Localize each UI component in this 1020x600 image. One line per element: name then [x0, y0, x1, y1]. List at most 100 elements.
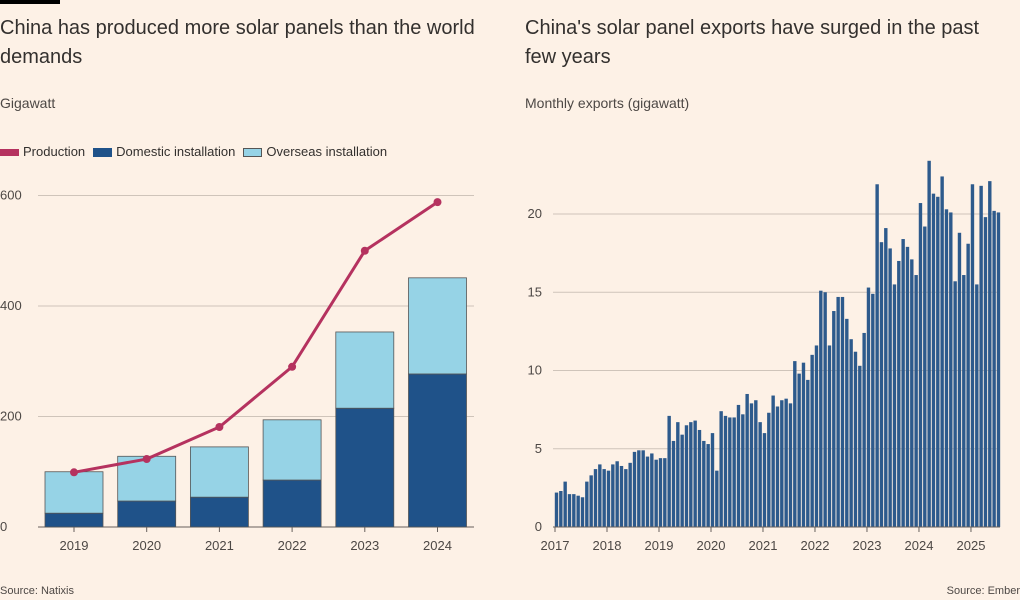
x-tick-label: 2020 [697, 538, 726, 553]
export-bar [901, 239, 905, 528]
export-bar [775, 406, 780, 527]
export-bar [897, 260, 901, 527]
export-bar [905, 246, 910, 528]
x-tick-label: 2020 [132, 538, 161, 553]
export-bar [888, 248, 892, 527]
export-bar [676, 422, 680, 527]
bar-overseas [189, 446, 249, 498]
y-tick-label: 0 [535, 519, 542, 534]
export-bar [949, 212, 953, 527]
export-bar [554, 492, 559, 527]
export-bar [632, 451, 637, 527]
export-bar [611, 464, 615, 527]
export-bar [624, 469, 628, 527]
export-bar [689, 422, 693, 527]
export-bar [637, 450, 641, 527]
export-bar [871, 293, 875, 527]
left-chart-unit: Gigawatt [0, 95, 56, 111]
brand-bar [0, 0, 60, 4]
export-bar [875, 184, 879, 527]
export-bar [754, 400, 758, 527]
export-bar [827, 345, 832, 527]
export-bar [719, 411, 723, 527]
bar-domestic [44, 512, 104, 528]
export-bar [862, 332, 866, 527]
export-bar [784, 398, 788, 527]
export-bar [572, 494, 576, 527]
export-bar [723, 415, 728, 527]
export-bar [741, 414, 745, 527]
left-source: Source: Natixis [0, 585, 74, 597]
export-bar [966, 243, 970, 528]
y-tick-label: 0 [0, 519, 7, 534]
production-line [73, 200, 439, 474]
export-bar [702, 440, 706, 527]
x-tick-label: 2024 [905, 538, 934, 553]
export-bar [654, 459, 658, 527]
export-bar [684, 425, 689, 527]
export-bar [585, 481, 589, 527]
export-bar [927, 160, 931, 528]
export-bar [559, 491, 563, 527]
export-bar [936, 196, 940, 527]
right-chart-unit: Monthly exports (gigawatt) [525, 95, 690, 111]
bar-overseas [335, 331, 395, 409]
export-bar [589, 475, 593, 527]
export-bar [858, 365, 862, 527]
legend-production: Production [0, 144, 85, 159]
export-bar [996, 212, 1001, 527]
bar-overseas [44, 471, 104, 514]
export-bar [680, 434, 684, 527]
export-bar [836, 296, 840, 527]
x-tick-label: 2023 [350, 538, 379, 553]
export-bar [819, 290, 823, 527]
y-tick-label: 5 [535, 441, 542, 456]
export-bar [910, 259, 914, 527]
production-point [142, 455, 151, 464]
export-bar [667, 415, 671, 527]
export-bar [853, 351, 858, 527]
production-point [288, 362, 297, 371]
export-bar [988, 181, 992, 527]
export-bar [840, 296, 845, 527]
export-bar [923, 226, 927, 527]
production-point [433, 198, 442, 207]
export-bar [697, 429, 702, 527]
export-bar [732, 417, 736, 527]
export-bar [645, 456, 650, 527]
export-bar [957, 232, 962, 527]
export-bar [671, 440, 676, 527]
export-bar [849, 339, 853, 527]
export-bar [576, 495, 580, 527]
export-bar [736, 404, 741, 527]
legend: Production Domestic installation Oversea… [0, 144, 387, 159]
export-bar [975, 284, 979, 527]
export-bar [793, 361, 797, 527]
production-point [70, 468, 78, 477]
x-tick-label: 2019 [60, 538, 89, 553]
export-bar [979, 185, 983, 527]
export-bar [728, 417, 732, 527]
export-bar [745, 393, 749, 527]
export-bar [758, 422, 762, 527]
export-bar [602, 469, 606, 527]
export-bar [706, 444, 710, 527]
legend-overseas: Overseas installation [243, 144, 387, 159]
export-bar [814, 345, 819, 527]
export-bar [931, 193, 936, 527]
export-bar [788, 403, 793, 527]
export-bar [606, 470, 611, 527]
legend-label: Overseas installation [266, 144, 388, 159]
right-source: Source: Ember [946, 585, 1020, 597]
x-tick-label: 2021 [205, 538, 234, 553]
x-tick-label: 2023 [853, 538, 882, 553]
export-bar [762, 433, 767, 527]
export-bar [693, 420, 697, 527]
export-bar [801, 362, 806, 527]
bar-domestic [117, 500, 177, 528]
export-bar [663, 458, 667, 527]
x-tick-label: 2025 [957, 538, 986, 553]
x-tick-label: 2022 [801, 538, 830, 553]
export-bar [650, 453, 654, 527]
